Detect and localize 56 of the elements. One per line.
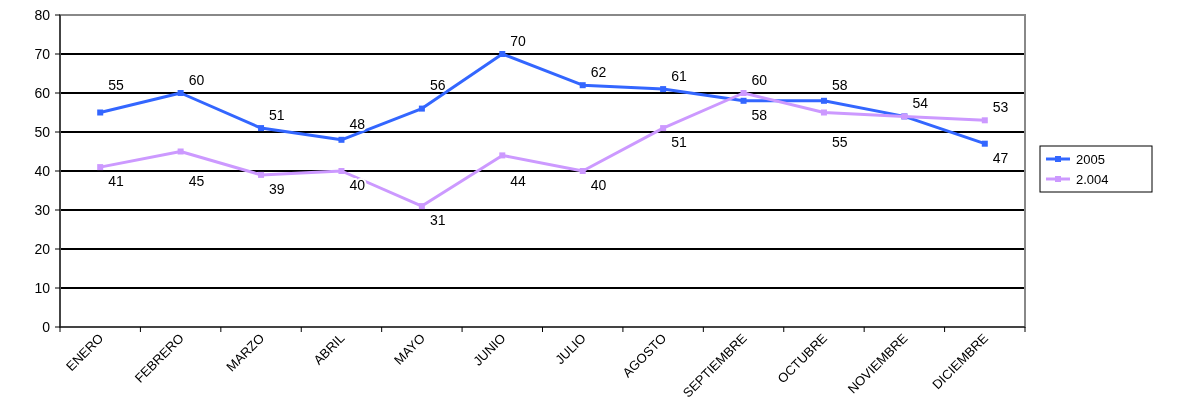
- y-tick-label: 40: [34, 162, 51, 179]
- data-label: 39: [269, 180, 285, 197]
- y-tick-label: 10: [34, 279, 51, 296]
- data-label: 56: [429, 77, 446, 93]
- data-label: 60: [751, 72, 768, 88]
- data-label: 48: [349, 116, 366, 132]
- point: [660, 125, 667, 132]
- y-tick-label: 0: [42, 318, 51, 335]
- data-label: 51: [671, 134, 687, 151]
- point: [338, 136, 345, 143]
- data-label: 47: [992, 149, 1009, 166]
- point: [258, 125, 265, 132]
- data-label: 45: [188, 173, 205, 189]
- point: [820, 109, 827, 116]
- data-label: 70: [510, 33, 527, 49]
- y-tick-label: 20: [34, 240, 51, 257]
- data-label: 44: [510, 173, 527, 189]
- point: [579, 82, 586, 89]
- point: [418, 105, 425, 112]
- data-label: 60: [188, 72, 205, 88]
- data-label: 54: [912, 95, 929, 112]
- point: [177, 90, 184, 96]
- point: [579, 168, 586, 174]
- data-label: 61: [671, 68, 687, 85]
- point: [740, 90, 747, 96]
- point: [177, 148, 184, 155]
- data-label: 40: [349, 177, 366, 193]
- data-label: 41: [108, 173, 124, 190]
- point: [499, 51, 506, 57]
- data-label: 31: [429, 212, 446, 229]
- point: [981, 140, 988, 147]
- point: [499, 152, 506, 159]
- y-tick-label: 70: [34, 45, 51, 62]
- y-tick-label: 50: [34, 123, 51, 140]
- data-label: 51: [269, 107, 285, 124]
- point: [97, 109, 104, 116]
- point: [660, 86, 667, 93]
- y-tick-label: 30: [34, 201, 51, 218]
- data-label: 53: [992, 99, 1009, 116]
- data-label: 58: [751, 106, 768, 123]
- point: [820, 97, 827, 104]
- data-label: 40: [590, 177, 607, 193]
- legend-label: 2005: [1076, 151, 1105, 167]
- point: [338, 168, 345, 174]
- data-label: 55: [108, 77, 124, 93]
- data-label: 55: [831, 134, 848, 150]
- data-label: 58: [831, 77, 848, 93]
- data-label: 62: [590, 64, 607, 81]
- point: [258, 171, 265, 178]
- y-tick-label: 80: [34, 6, 51, 23]
- point: [740, 97, 747, 104]
- legend-label: 2.004: [1076, 171, 1109, 187]
- y-tick-label: 60: [34, 84, 51, 101]
- point: [418, 203, 425, 210]
- point: [97, 164, 104, 171]
- point: [981, 117, 988, 124]
